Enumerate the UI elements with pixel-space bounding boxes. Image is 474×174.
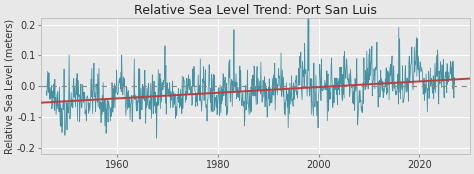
Y-axis label: Relative Sea Level (meters): Relative Sea Level (meters) (4, 19, 14, 154)
Title: Relative Sea Level Trend: Port San Luis: Relative Sea Level Trend: Port San Luis (134, 4, 377, 17)
